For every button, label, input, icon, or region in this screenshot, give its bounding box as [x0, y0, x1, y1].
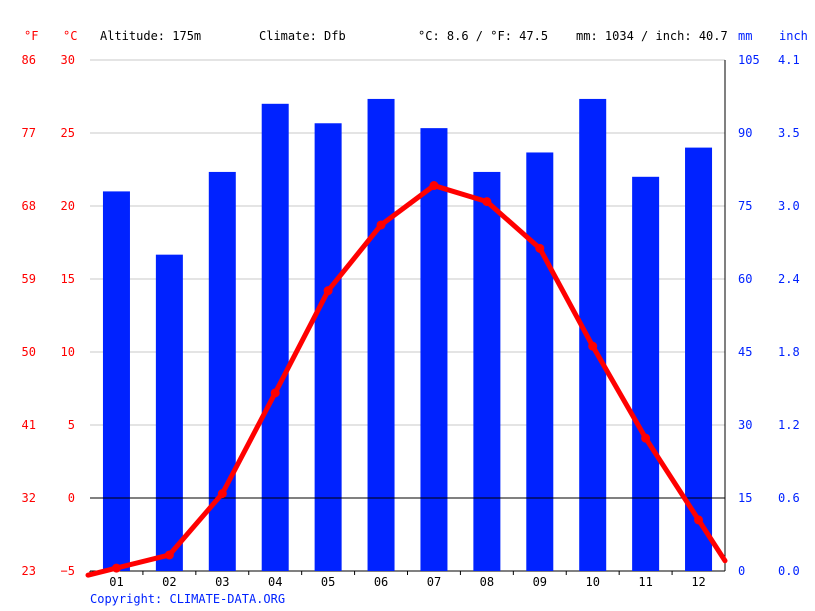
month-tick-label: 06: [374, 575, 388, 589]
temperature-line: [85, 183, 728, 578]
month-tick-label: 09: [533, 575, 547, 589]
precipitation-bar: [155, 254, 183, 571]
month-tick-label: 05: [321, 575, 335, 589]
temperature-point: [588, 341, 598, 351]
temperature-point: [217, 489, 227, 499]
temperature-point: [323, 286, 333, 296]
c-tick-label: 10: [61, 345, 75, 359]
temperature-point: [270, 388, 280, 398]
precipitation-bar: [579, 98, 607, 571]
f-tick-label: 59: [22, 272, 36, 286]
inch-tick-label: 1.8: [778, 345, 800, 359]
precipitation-bar: [526, 152, 554, 571]
temperature-point: [429, 181, 439, 191]
precipitation-bar: [420, 128, 448, 571]
temperature-point: [482, 197, 492, 207]
temp-avg-label: °C: 8.6 / °F: 47.5: [418, 29, 548, 43]
inch-tick-label: 1.2: [778, 418, 800, 432]
f-tick-label: 32: [22, 491, 36, 505]
f-tick-label: 41: [22, 418, 36, 432]
temperature-point: [111, 563, 121, 573]
copyright-label: Copyright: CLIMATE-DATA.ORG: [90, 592, 285, 606]
month-tick-label: 02: [162, 575, 176, 589]
inch-tick-label: 4.1: [778, 53, 800, 67]
axis-labels: 86 30 105 4.177 25 90 3.568 20 75 3.059 15 60 2.450 1…: [22, 53, 800, 589]
mm-tick-label: 30: [738, 418, 752, 432]
temperature-point: [376, 220, 386, 230]
c-unit-label: °C: [63, 29, 77, 43]
month-tick-label: 10: [585, 575, 599, 589]
month-tick-label: 08: [480, 575, 494, 589]
precipitation-bar: [367, 98, 395, 571]
altitude-label: Altitude: 175m: [100, 29, 201, 43]
precipitation-bars: [102, 98, 713, 572]
mm-tick-label: 15: [738, 491, 752, 505]
mm-tick-label: 105: [738, 53, 760, 67]
mm-tick-label: 45: [738, 345, 752, 359]
mm-tick-label: 75: [738, 199, 752, 213]
c-tick-label: 30: [61, 53, 75, 67]
month-tick-label: 03: [215, 575, 229, 589]
c-tick-label: 5: [68, 418, 75, 432]
f-tick-label: 77: [22, 126, 36, 140]
precipitation-bar: [261, 103, 289, 572]
inch-tick-label: 3.0: [778, 199, 800, 213]
month-tick-label: 11: [638, 575, 652, 589]
month-tick-label: 01: [109, 575, 123, 589]
precip-total-label: mm: 1034 / inch: 40.7: [576, 29, 728, 43]
precipitation-bar: [685, 147, 713, 571]
f-tick-label: 86: [22, 53, 36, 67]
precipitation-bar: [632, 176, 660, 572]
precipitation-bar: [102, 191, 130, 571]
month-tick-label: 04: [268, 575, 282, 589]
temperature-point: [641, 433, 651, 443]
mm-tick-label: 90: [738, 126, 752, 140]
inch-tick-label: 2.4: [778, 272, 800, 286]
c-tick-label: 25: [61, 126, 75, 140]
inch-tick-label: 0.0: [778, 564, 800, 578]
c-tick-label: −5: [61, 564, 75, 578]
f-tick-label: 23: [22, 564, 36, 578]
f-tick-label: 50: [22, 345, 36, 359]
precipitation-bar: [208, 171, 236, 571]
f-unit-label: °F: [24, 29, 38, 43]
mm-tick-label: 60: [738, 272, 752, 286]
precipitation-bar: [473, 171, 501, 571]
inch-tick-label: 0.6: [778, 491, 800, 505]
month-tick-label: 12: [691, 575, 705, 589]
temperature-point: [164, 550, 174, 560]
climate-label: Climate: Dfb: [259, 29, 346, 43]
temperature-point: [535, 243, 545, 253]
c-tick-label: 0: [68, 491, 75, 505]
f-tick-label: 68: [22, 199, 36, 213]
mm-unit-label: mm: [738, 29, 752, 43]
inch-tick-label: 3.5: [778, 126, 800, 140]
c-tick-label: 15: [61, 272, 75, 286]
precipitation-bar: [314, 123, 342, 572]
c-tick-label: 20: [61, 199, 75, 213]
month-tick-label: 07: [427, 575, 441, 589]
temperature-point: [694, 515, 704, 525]
mm-tick-label: 0: [738, 564, 745, 578]
inch-unit-label: inch: [779, 29, 808, 43]
temperature-line-layer: [85, 181, 728, 578]
